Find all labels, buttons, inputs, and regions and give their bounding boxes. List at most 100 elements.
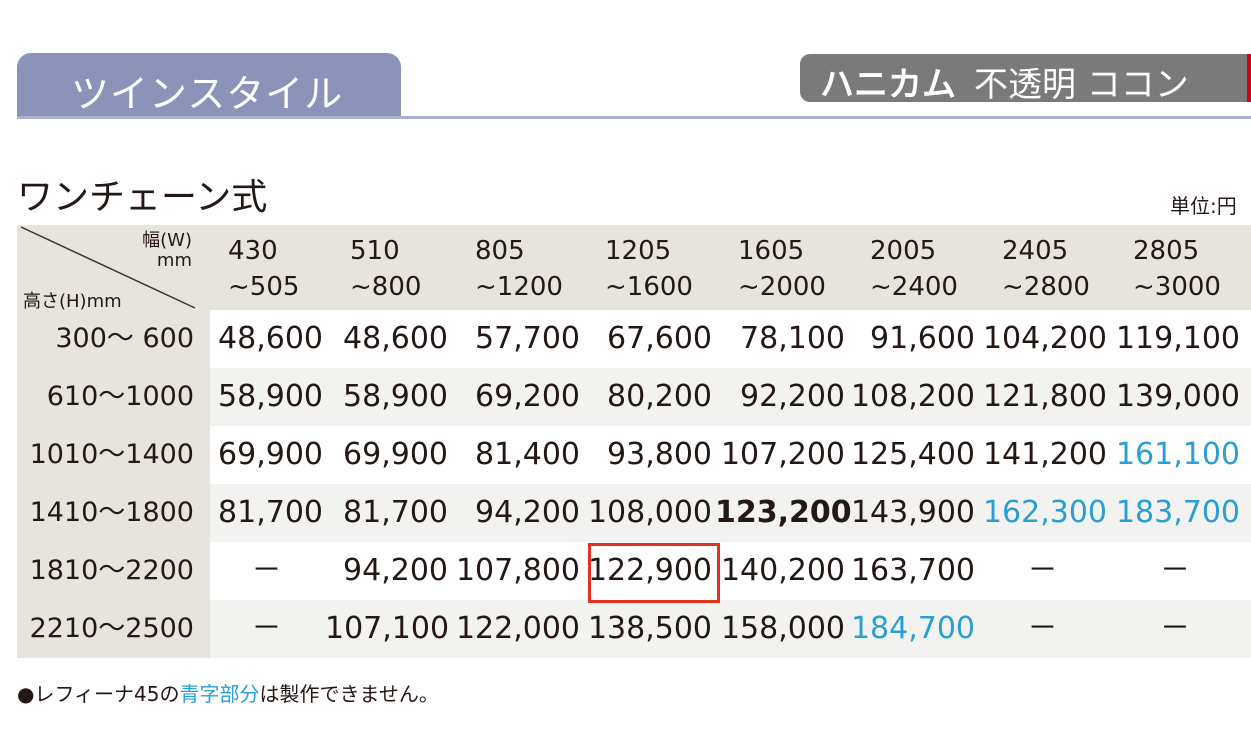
table-row: 2210～2500 － 107,100 122,000 138,500 158,000 18… [17, 600, 1251, 658]
table-header: 幅(W) mm 高さ(H)mm 430 ~505 510 ~800 805 ~1200 120… [17, 225, 1251, 312]
price-cell: 107,200 [720, 437, 845, 472]
price-cell: 67,600 [607, 321, 712, 356]
price-cell: 91,600 [870, 321, 975, 356]
col-to: ~2400 [870, 272, 958, 302]
price-cell: 125,400 [850, 437, 975, 472]
price-cell: 123,200 [715, 495, 852, 530]
footnote: ●レフィーナ45の青字部分は製作できません。 [17, 678, 439, 707]
note-prefix: ●レフィーナ45の [17, 682, 180, 706]
col-from: 2405 [1002, 236, 1069, 266]
price-table: 幅(W) mm 高さ(H)mm 430 ~505 510 ~800 805 ~1200 120… [17, 225, 1251, 658]
price-cell: 69,900 [218, 437, 323, 472]
corner-cell: 幅(W) mm 高さ(H)mm [17, 225, 210, 312]
col-from: 2005 [870, 236, 937, 266]
price-cell: 162,300 [982, 495, 1107, 530]
price-cell: 119,100 [1115, 321, 1240, 356]
column-header: 2805 ~3000 [1133, 233, 1221, 305]
price-cell: 94,200 [343, 553, 448, 588]
col-from: 1605 [738, 236, 805, 266]
price-cell: － [1027, 553, 1058, 588]
note-blue: 青字部分 [179, 682, 260, 706]
tab-twin-style: ツインスタイル [17, 53, 401, 118]
table-row: 610～1000 58,900 58,900 69,200 80,200 92,200 10… [17, 368, 1251, 426]
col-from: 510 [350, 236, 400, 266]
price-cell: 57,700 [475, 321, 580, 356]
price-cell: 93,800 [607, 437, 712, 472]
column-header: 1605 ~2000 [738, 233, 826, 305]
price-cell: 121,800 [982, 379, 1107, 414]
table-row: 1410～1800 81,700 81,700 94,200 108,000 123,20… [17, 484, 1251, 542]
price-cell: 158,000 [720, 611, 845, 646]
column-header: 805 ~1200 [475, 233, 563, 305]
accent-mark [1247, 54, 1251, 102]
product-badge: ハニカム 不透明 ココン [800, 54, 1251, 105]
row-label: 1810～2200 [17, 542, 210, 600]
col-to: ~505 [228, 272, 300, 302]
col-to: ~3000 [1133, 272, 1221, 302]
price-cell: － [1160, 553, 1190, 588]
price-cell: 81,700 [218, 495, 323, 530]
col-from: 805 [475, 236, 525, 266]
column-header: 510 ~800 [350, 233, 421, 305]
price-cell: 163,700 [850, 553, 975, 588]
price-cell: 92,200 [740, 379, 845, 414]
price-cell: 122,000 [455, 611, 580, 646]
price-cell: 48,600 [343, 321, 448, 356]
price-cell: 108,200 [850, 379, 975, 414]
badge-rest: 不透明 ココン [974, 65, 1189, 105]
unit-label: 単位:円 [1170, 194, 1237, 218]
divider [17, 116, 1251, 119]
table-row: 1010～1400 69,900 69,900 81,400 93,800 107,200… [17, 426, 1251, 484]
price-cell: 141,200 [982, 437, 1107, 472]
col-to: ~1200 [475, 272, 563, 302]
price-cell: 143,900 [850, 495, 975, 530]
price-cell: － [1027, 611, 1058, 646]
mm-text: mm [156, 250, 192, 271]
price-cell: 48,600 [218, 321, 323, 356]
badge-bold: ハニカム [820, 65, 956, 105]
price-cell: 69,200 [475, 379, 580, 414]
price-cell: 183,700 [1115, 495, 1240, 530]
section-title: ワンチェーン式 [17, 177, 268, 218]
highlight-box [588, 543, 720, 603]
price-cell: 81,400 [475, 437, 580, 472]
row-label: 1410～1800 [17, 484, 210, 542]
col-to: ~2000 [738, 272, 826, 302]
price-cell: 122,900 [587, 553, 712, 588]
width-text: 幅(W) [142, 230, 192, 251]
diagonal-line [20, 226, 196, 309]
price-cell: 140,200 [720, 553, 845, 588]
width-label: 幅(W) mm [127, 231, 192, 271]
price-cell: 138,500 [587, 611, 712, 646]
price-cell: 80,200 [607, 379, 712, 414]
price-cell: 78,100 [740, 321, 845, 356]
price-cell: 58,900 [218, 379, 323, 414]
price-cell: 94,200 [475, 495, 580, 530]
price-cell: 108,000 [587, 495, 712, 530]
row-label: 2210～2500 [17, 600, 210, 658]
col-to: ~1600 [605, 272, 693, 302]
table-row: 300～ 600 48,600 48,600 57,700 67,600 78,100 91… [17, 310, 1251, 368]
row-label: 300～ 600 [17, 310, 210, 368]
row-label: 1010～1400 [17, 426, 210, 484]
column-header: 1205 ~1600 [605, 233, 693, 305]
price-cell: 107,100 [325, 611, 450, 646]
price-cell: 161,100 [1115, 437, 1240, 472]
height-label: 高さ(H)mm [23, 291, 122, 312]
table-row: 1810～2200 － 94,200 107,800 122,900 140,200 163… [17, 542, 1251, 600]
price-cell: 58,900 [343, 379, 448, 414]
price-cell: － [1160, 611, 1190, 646]
col-to: ~2800 [1002, 272, 1090, 302]
price-cell: － [251, 553, 282, 588]
col-from: 1205 [605, 236, 672, 266]
note-suffix: は製作できません。 [259, 682, 439, 706]
price-cell: 107,800 [455, 553, 580, 588]
price-cell: 104,200 [982, 321, 1107, 356]
col-to: ~800 [350, 272, 422, 302]
column-header: 2005 ~2400 [870, 233, 958, 305]
price-cell: 184,700 [850, 611, 975, 646]
row-label: 610～1000 [17, 368, 210, 426]
col-from: 2805 [1133, 236, 1200, 266]
price-cell: 69,900 [343, 437, 448, 472]
col-from: 430 [228, 236, 278, 266]
